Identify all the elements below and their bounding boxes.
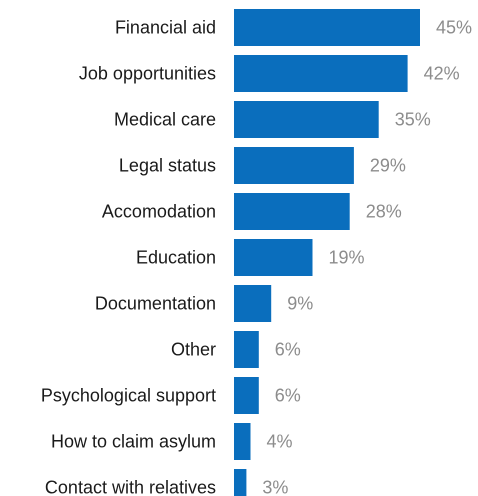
bar-financial-aid: [234, 9, 420, 46]
value-label: 29%: [370, 156, 406, 176]
bar-contact-with-relatives: [234, 469, 247, 496]
value-label: 6%: [275, 340, 301, 360]
value-label: 3%: [262, 478, 288, 496]
bar-other: [234, 331, 259, 368]
category-label: Medical care: [114, 110, 216, 130]
category-label: Legal status: [119, 156, 216, 176]
bar-medical-care: [234, 101, 379, 138]
bar-legal-status: [234, 147, 354, 184]
category-label: Job opportunities: [79, 64, 216, 84]
bar-education: [234, 239, 313, 276]
value-label: 35%: [395, 110, 431, 130]
value-label: 4%: [267, 432, 293, 452]
bars-layer: [234, 9, 420, 496]
value-label: 6%: [275, 386, 301, 406]
value-label: 45%: [436, 18, 472, 38]
category-label: Other: [171, 340, 216, 360]
value-label: 42%: [424, 64, 460, 84]
value-label: 19%: [329, 248, 365, 268]
bar-psychological-support: [234, 377, 259, 414]
bar-how-to-claim-asylum: [234, 423, 251, 460]
value-label: 9%: [287, 294, 313, 314]
category-label: Financial aid: [115, 18, 216, 38]
category-label: Accomodation: [102, 202, 216, 222]
category-label: Psychological support: [41, 386, 216, 406]
category-label: How to claim asylum: [51, 432, 216, 452]
bar-accomodation: [234, 193, 350, 230]
category-label: Contact with relatives: [45, 478, 216, 496]
bar-job-opportunities: [234, 55, 408, 92]
bar-documentation: [234, 285, 272, 322]
category-label: Education: [136, 248, 216, 268]
value-label: 28%: [366, 202, 402, 222]
category-label: Documentation: [95, 294, 216, 314]
labels-layer: Financial aid 45% Job opportunities 42% Medi…: [41, 18, 472, 496]
